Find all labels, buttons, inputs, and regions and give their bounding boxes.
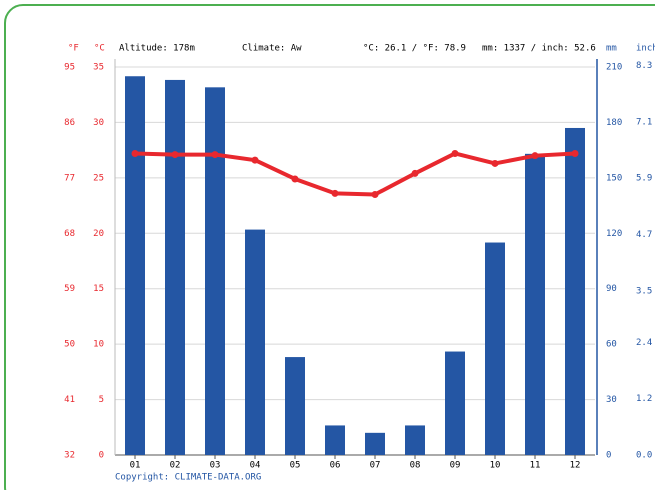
inch-tick-label: 8.3 (636, 61, 652, 71)
f-tick-label: 95 (64, 63, 75, 73)
temperature-point (491, 159, 499, 167)
bar (125, 76, 145, 455)
inch-tick-label: 0.0 (636, 451, 652, 461)
x-tick-label: 11 (530, 461, 541, 471)
x-tick-label: 04 (250, 461, 261, 471)
f-tick-label: 32 (64, 451, 75, 461)
temperature-point (131, 149, 139, 157)
c-axis-label: °C (94, 44, 105, 54)
temperature-point (531, 152, 539, 160)
bar (205, 87, 225, 456)
bar (325, 425, 345, 455)
x-tick-label: 03 (210, 461, 221, 471)
temperature-point (411, 169, 419, 177)
inch-tick-label: 1.2 (636, 394, 652, 404)
mm-tick-label: 90 (606, 284, 617, 294)
mm-tick-label: 30 (606, 395, 617, 405)
f-tick-label: 68 (64, 229, 75, 239)
bar (525, 153, 545, 456)
frame (4, 4, 655, 490)
temperature-point (171, 151, 179, 159)
copyright: Copyright: CLIMATE-DATA.ORG (115, 473, 261, 483)
inch-tick-label: 3.5 (636, 286, 652, 296)
f-axis-label: °F (68, 44, 79, 54)
header-altitude: Altitude: 178m (119, 44, 195, 54)
bar (245, 229, 265, 455)
x-tick-label: 10 (490, 461, 501, 471)
bar (565, 127, 585, 455)
x-tick-label: 01 (130, 461, 141, 471)
temperature-point (331, 189, 339, 197)
bar (365, 432, 385, 455)
inch-tick-label: 4.7 (636, 230, 652, 240)
x-tick-label: 02 (170, 461, 181, 471)
x-tick-label: 07 (370, 461, 381, 471)
c-tick-label: 15 (93, 284, 104, 294)
c-tick-label: 0 (99, 451, 104, 461)
c-tick-label: 30 (93, 118, 104, 128)
mm-tick-label: 0 (606, 451, 611, 461)
c-tick-label: 10 (93, 340, 104, 350)
temperature-point (291, 175, 299, 183)
c-tick-label: 35 (93, 63, 104, 73)
inch-tick-label: 2.4 (636, 338, 652, 348)
temperature-line (134, 151, 576, 197)
bar (485, 242, 505, 455)
x-tick-label: 12 (570, 461, 581, 471)
mm-axis-label: mm (606, 44, 617, 54)
temperature-point (451, 149, 459, 157)
bar (165, 79, 185, 455)
mm-tick-label: 120 (606, 229, 622, 239)
x-tick-label: 09 (450, 461, 461, 471)
temperature-point (211, 151, 219, 159)
c-tick-label: 5 (99, 395, 104, 405)
inch-tick-label: 7.1 (636, 117, 652, 127)
f-tick-label: 59 (64, 284, 75, 294)
bar (405, 425, 425, 455)
x-tick-label: 06 (330, 461, 341, 471)
bar (445, 351, 465, 455)
mm-tick-label: 180 (606, 118, 622, 128)
x-tick-label: 05 (290, 461, 301, 471)
temperature-point (251, 156, 259, 164)
bar (285, 357, 305, 455)
c-tick-label: 20 (93, 229, 104, 239)
mm-tick-label: 60 (606, 340, 617, 350)
mm-tick-label: 210 (606, 63, 622, 73)
temperature-point (371, 190, 379, 198)
f-tick-label: 41 (64, 395, 75, 405)
temperature-point (571, 149, 579, 157)
f-tick-label: 86 (64, 118, 75, 128)
f-tick-label: 77 (64, 173, 75, 183)
header-temp: °C: 26.1 / °F: 78.9 (363, 44, 466, 54)
mm-tick-label: 150 (606, 173, 622, 183)
f-tick-label: 50 (64, 340, 75, 350)
header-climate: Climate: Aw (242, 44, 302, 54)
c-tick-label: 25 (93, 173, 104, 183)
inch-tick-label: 5.9 (636, 174, 652, 184)
header-precip: mm: 1337 / inch: 52.6 (482, 44, 596, 54)
x-tick-label: 08 (410, 461, 421, 471)
inch-axis-label: inch (636, 44, 655, 54)
